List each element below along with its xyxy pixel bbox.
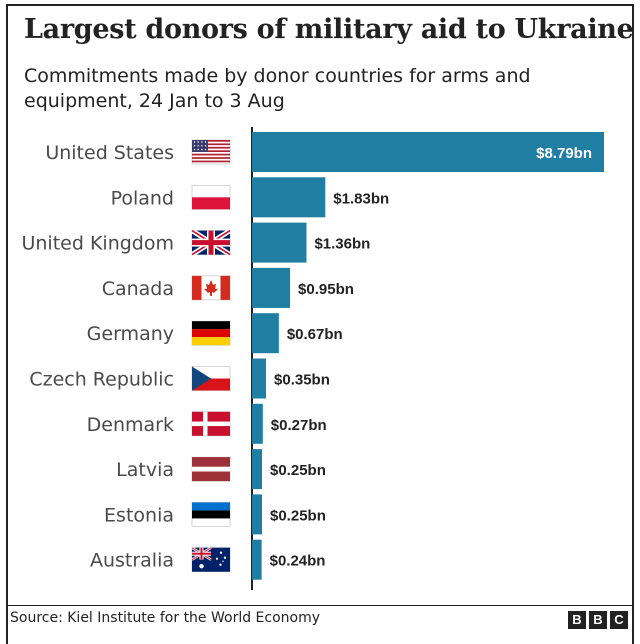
us-flag-icon xyxy=(191,139,231,165)
value-label: $1.36bn xyxy=(314,236,370,253)
australia-flag-icon xyxy=(191,546,231,573)
value-label: $0.24bn xyxy=(270,553,326,570)
bar xyxy=(252,177,326,218)
value-label: $1.83bn xyxy=(333,190,389,207)
value-label: $0.35bn xyxy=(274,372,330,389)
bar xyxy=(252,132,604,172)
value-label: $0.95bn xyxy=(298,281,354,298)
bar xyxy=(252,313,279,354)
latvia-flag-icon xyxy=(191,456,231,482)
category-label: Poland xyxy=(111,187,174,209)
bar xyxy=(252,494,263,535)
value-label: $0.25bn xyxy=(270,462,326,479)
chart-title: Largest donors of military aid to Ukrain… xyxy=(24,14,634,45)
value-label: $0.25bn xyxy=(270,507,326,524)
bar-chart: United States $8.79bn Poland $1.83bn United … xyxy=(21,127,604,590)
bar xyxy=(252,403,263,444)
bar xyxy=(252,222,307,263)
value-label: $8.79bn xyxy=(536,145,592,162)
category-label: Denmark xyxy=(87,414,174,436)
bbc-logo-letter: C xyxy=(610,611,628,629)
bbc-logo-letter: B xyxy=(589,611,607,629)
chart-subtitle: Commitments made by donor countries for … xyxy=(24,65,531,112)
chart-frame xyxy=(6,4,634,644)
category-label: Australia xyxy=(90,550,174,572)
canada-flag-icon xyxy=(191,275,231,301)
czech-flag-icon xyxy=(191,366,231,391)
poland-flag-icon xyxy=(191,185,231,210)
estonia-flag-icon xyxy=(191,502,231,527)
category-label: Canada xyxy=(102,278,174,300)
bar xyxy=(252,539,262,580)
category-label: Germany xyxy=(87,323,174,345)
value-label: $0.67bn xyxy=(287,326,343,343)
bar xyxy=(252,267,291,308)
category-label: Latvia xyxy=(116,459,174,481)
category-label: Estonia xyxy=(104,504,174,526)
source-note: Source: Kiel Institute for the World Eco… xyxy=(10,610,321,626)
bbc-logo-letter: B xyxy=(568,611,586,629)
category-label: Czech Republic xyxy=(29,369,174,391)
bar xyxy=(252,449,263,490)
value-label: $0.27bn xyxy=(271,417,327,434)
germany-flag-icon xyxy=(191,320,231,346)
category-label: United Kingdom xyxy=(21,233,174,255)
bbc-logo: B B C xyxy=(568,611,628,629)
denmark-flag-icon xyxy=(191,411,231,437)
bar xyxy=(252,358,267,399)
footer-divider xyxy=(8,605,632,606)
category-label: United States xyxy=(45,142,174,164)
uk-flag-icon xyxy=(190,228,232,257)
